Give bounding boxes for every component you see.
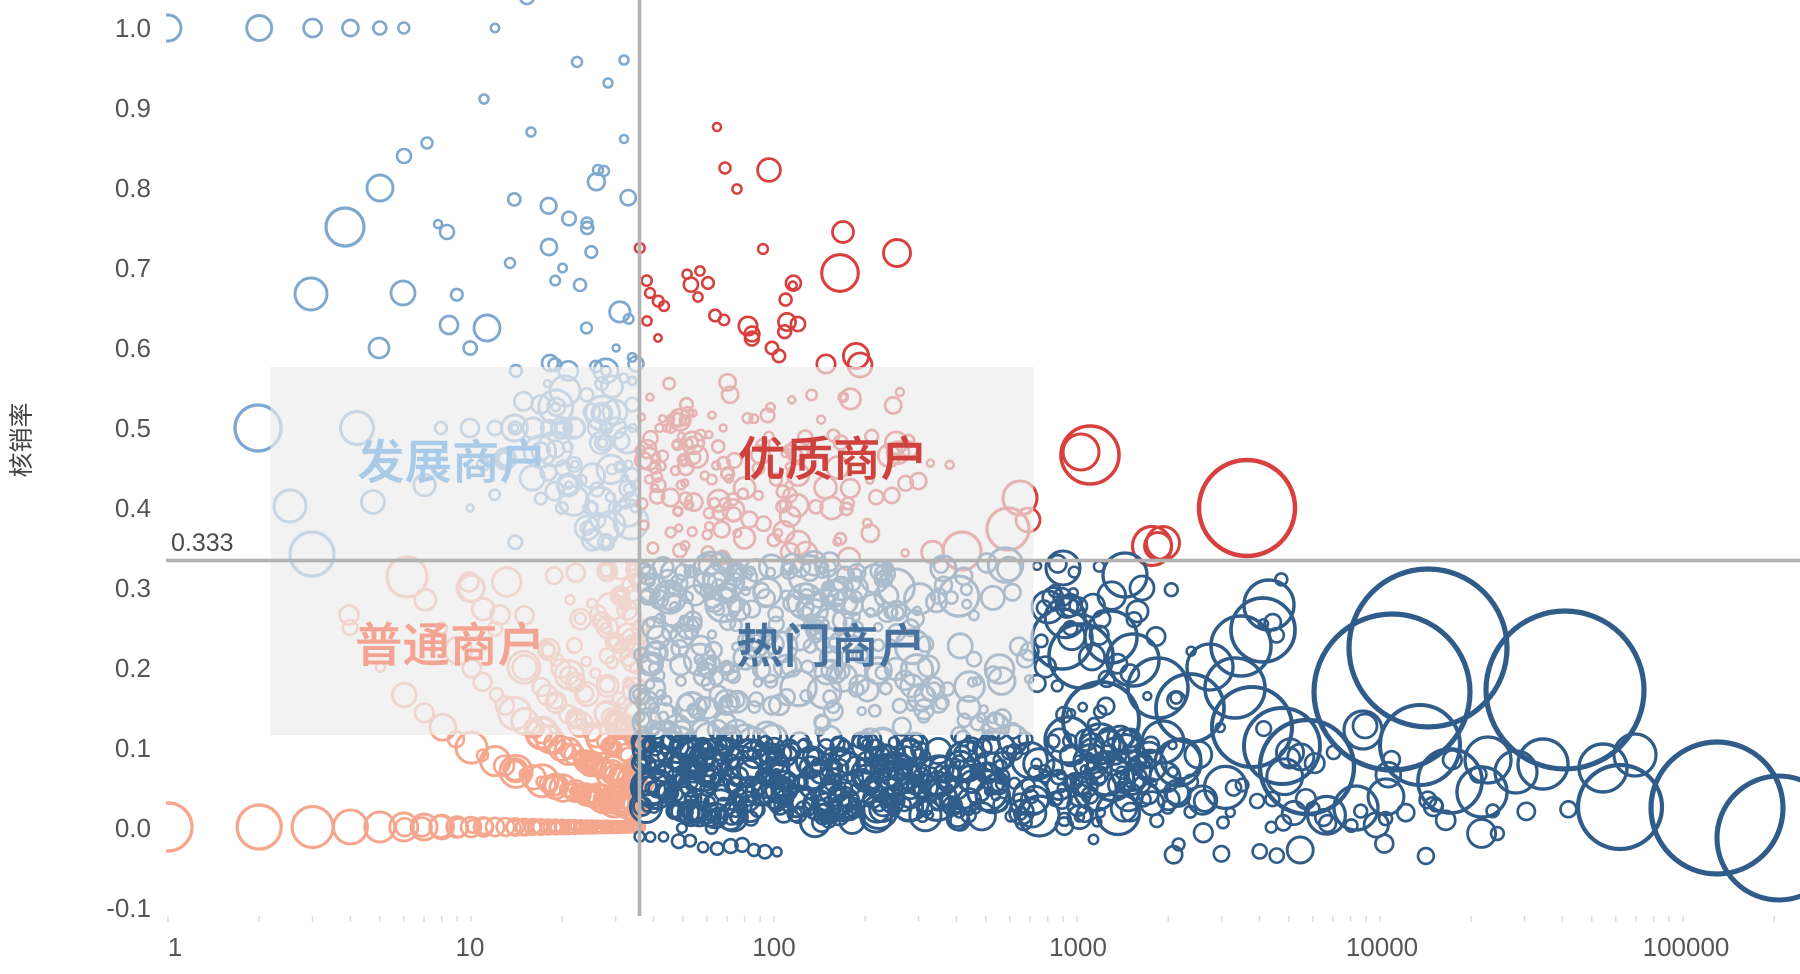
svg-text:0.1: 0.1 [115,733,151,763]
svg-text:0.8: 0.8 [115,173,151,203]
svg-text:0.6: 0.6 [115,333,151,363]
svg-text:0.5: 0.5 [115,413,151,443]
svg-text:1: 1 [168,932,182,962]
svg-text:-0.1: -0.1 [106,893,151,923]
svg-text:100000: 100000 [1643,932,1730,962]
svg-text:1.0: 1.0 [115,13,151,43]
svg-text:0.0: 0.0 [115,813,151,843]
svg-text:0.4: 0.4 [115,493,151,523]
svg-text:0.7: 0.7 [115,253,151,283]
svg-text:10: 10 [456,932,485,962]
svg-text:100: 100 [752,932,795,962]
svg-text:0.2: 0.2 [115,653,151,683]
svg-text:10000: 10000 [1346,932,1418,962]
svg-text:0.3: 0.3 [115,573,151,603]
svg-text:0.333: 0.333 [171,529,234,557]
svg-text:0.9: 0.9 [115,93,151,123]
svg-text:1000: 1000 [1049,932,1107,962]
